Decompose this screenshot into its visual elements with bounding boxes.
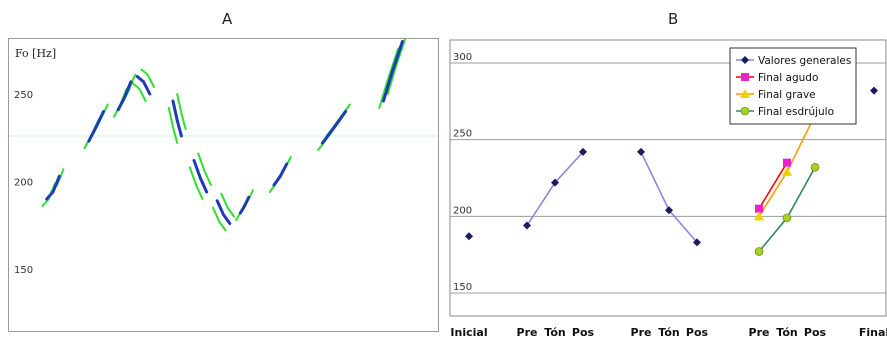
chart-a-segment-lower-band bbox=[188, 166, 204, 200]
chart-b-x-category-label: Pos bbox=[686, 326, 709, 339]
chart-b: 150 200 250 300 Inicial Pre Tón Pos Pre Tón Pos Pr… bbox=[449, 39, 887, 339]
chart-b-series-line bbox=[758, 162, 788, 210]
chart-b-x-category-label: Tón bbox=[544, 326, 565, 339]
chart-b-area: 150 200 250 300 Inicial Pre Tón Pos Pre Tón Pos Pr… bbox=[448, 38, 887, 341]
chart-a-segment-contour bbox=[381, 40, 404, 103]
panel-b-label: B bbox=[668, 10, 679, 28]
chart-a-y-tick-label: 250 bbox=[14, 90, 33, 101]
chart-b-y-tick-label: 300 bbox=[453, 52, 472, 63]
chart-a-segment-lower-band bbox=[378, 47, 400, 109]
chart-b-data-point bbox=[870, 86, 878, 95]
chart-b-x-category-label: Pos bbox=[572, 326, 595, 339]
panel-a-label: A bbox=[222, 10, 233, 28]
chart-b-data-point bbox=[783, 158, 791, 167]
chart-b-data-point bbox=[782, 166, 792, 176]
chart-b-x-category-label: Pos bbox=[804, 326, 827, 339]
chart-b-data-point bbox=[782, 213, 792, 223]
chart-a-segment-contour bbox=[87, 110, 106, 143]
chart-a-segment-contour bbox=[320, 110, 348, 145]
legend-entry-label: Final grave bbox=[758, 89, 816, 101]
chart-b-data-point bbox=[755, 204, 763, 213]
legend-swatch-marker bbox=[741, 73, 749, 81]
chart-a-segment-upper-band bbox=[140, 68, 156, 88]
legend-entry-label: Valores generales bbox=[758, 55, 851, 67]
chart-a-segment-upper-band bbox=[197, 152, 212, 186]
chart-a-segment-contour bbox=[238, 195, 251, 215]
chart-a-y-tick-label: 200 bbox=[14, 178, 33, 189]
legend-entry-label: Final esdrújulo bbox=[758, 106, 834, 118]
chart-b-legend: Valores generales Final agudo Final grave F… bbox=[729, 47, 857, 125]
chart-b-data-point bbox=[665, 206, 673, 215]
chart-a: Fo [Hz] 150 200 250 bbox=[9, 33, 438, 276]
chart-b-data-point bbox=[810, 162, 820, 172]
chart-b-x-category-label: Pre bbox=[517, 326, 538, 339]
chart-a-segment-lower-band bbox=[131, 82, 147, 102]
chart-b-y-tick-label: 250 bbox=[453, 129, 472, 140]
chart-b-x-category-label: Tón bbox=[658, 326, 679, 339]
chart-a-frame: Fo [Hz] 150 200 250 bbox=[8, 33, 439, 332]
legend-swatch-marker bbox=[740, 89, 750, 98]
chart-b-data-point bbox=[579, 147, 587, 156]
legend-swatch-marker bbox=[740, 106, 750, 116]
chart-b-x-category-label: Pre bbox=[631, 326, 652, 339]
chart-a-y-tick-label: 150 bbox=[14, 265, 33, 276]
chart-b-x-category-label: Inicial bbox=[450, 326, 487, 339]
chart-b-data-point bbox=[551, 178, 559, 187]
chart-a-segment-upper-band bbox=[386, 33, 408, 95]
chart-b-data-point bbox=[754, 211, 764, 221]
chart-b-x-category-label: Pre bbox=[749, 326, 770, 339]
chart-b-data-point bbox=[465, 232, 473, 241]
legend-entry-label: Final agudo bbox=[758, 72, 818, 84]
chart-b-y-tick-label: 150 bbox=[453, 282, 472, 293]
chart-a-segment-contour bbox=[45, 174, 61, 201]
chart-a-segment-contour bbox=[192, 159, 209, 194]
chart-a-segment-upper-band bbox=[176, 93, 187, 130]
chart-a-segment-lower-band bbox=[167, 107, 179, 144]
chart-a-segment-contour bbox=[272, 162, 289, 187]
chart-b-data-point bbox=[754, 247, 764, 256]
chart-b-x-category-label: Tón bbox=[776, 326, 797, 339]
chart-b-data-point bbox=[693, 238, 701, 247]
chart-a-segment-contour bbox=[171, 99, 183, 138]
chart-a-segment-contour bbox=[116, 80, 133, 112]
chart-a-segment-upper-band bbox=[220, 192, 236, 218]
chart-a-segment-lower-band bbox=[211, 206, 227, 232]
chart-b-y-tick-label: 200 bbox=[453, 205, 472, 216]
chart-a-segment-contour bbox=[215, 199, 232, 225]
chart-b-data-point bbox=[523, 221, 531, 230]
legend-swatch-marker bbox=[741, 56, 749, 64]
chart-b-x-category-label: Final bbox=[859, 326, 887, 339]
chart-a-y-axis-label: Fo [Hz] bbox=[15, 47, 56, 60]
chart-b-data-point bbox=[637, 147, 645, 156]
chart-a-segment-contour bbox=[135, 75, 152, 96]
